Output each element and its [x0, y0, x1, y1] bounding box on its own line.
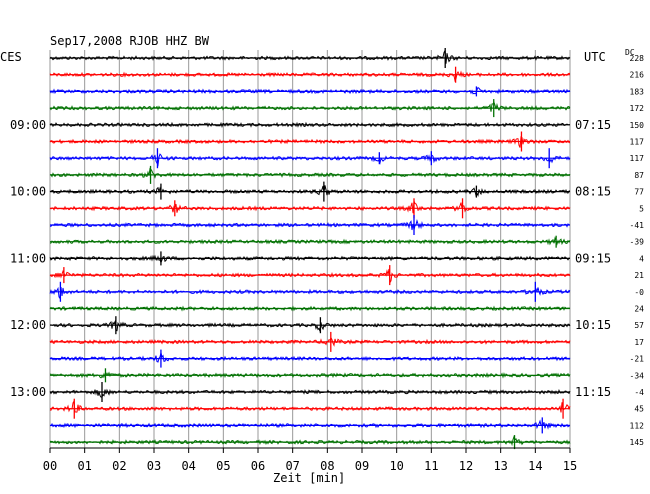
- dc-offset-label: 228: [630, 54, 645, 63]
- dc-offset-label: -34: [630, 371, 645, 380]
- dc-offset-label: -21: [630, 355, 645, 364]
- x-tick-label-05: 05: [216, 459, 230, 473]
- left-time-labels: 09:00 10:00 11:00 12:00 13:00: [10, 118, 46, 399]
- dc-offset-label: 145: [630, 438, 645, 447]
- chart-title: Sep17,2008 RJOB HHZ BW: [50, 34, 210, 48]
- trace-20: [49, 388, 571, 398]
- left-zone-label: CES: [0, 50, 22, 64]
- trace-5: [49, 136, 571, 148]
- x-tick-label-15: 15: [563, 459, 577, 473]
- x-tick-label-10: 10: [389, 459, 403, 473]
- x-tick-label-12: 12: [459, 459, 473, 473]
- dc-offset-label: 4: [639, 254, 644, 263]
- dc-offset-label: 87: [634, 171, 644, 180]
- dc-offset-label: -0: [634, 288, 644, 297]
- x-axis-label: Zeit [min]: [273, 471, 345, 485]
- x-tick-label-08: 08: [320, 459, 334, 473]
- dc-offset-label: 150: [630, 121, 645, 130]
- x-tick-label-01: 01: [77, 459, 91, 473]
- trace-18: [49, 352, 571, 363]
- traces: [49, 48, 571, 450]
- dc-offset-label: -41: [630, 221, 645, 230]
- x-axis: 00 01 02 03 04 05 06 07 08 09 10 11 12 13 14 15: [43, 447, 577, 473]
- trace-12: [49, 254, 570, 265]
- trace-16: [49, 319, 571, 332]
- trace-7: [49, 167, 571, 179]
- trace-6: [49, 153, 571, 167]
- trace-21: [49, 399, 571, 413]
- trace-1: [49, 70, 570, 83]
- x-tick-label-00: 00: [43, 459, 57, 473]
- right-time-label: 07:15: [575, 118, 611, 132]
- trace-8: [49, 185, 571, 198]
- x-tick-label-13: 13: [493, 459, 507, 473]
- dc-offset-label: 57: [634, 321, 644, 330]
- right-time-labels: 07:15 08:15 09:15 10:15 11:15: [575, 118, 611, 399]
- x-tick-label-06: 06: [251, 459, 265, 473]
- trace-15: [49, 305, 571, 312]
- dc-offset-label: -39: [630, 238, 645, 247]
- dc-offset-label: 5: [639, 204, 644, 213]
- dc-offset-label: 17: [634, 338, 644, 347]
- x-tick-label-09: 09: [355, 459, 369, 473]
- trace-9: [49, 200, 571, 214]
- dc-label: DC: [625, 48, 635, 57]
- dc-offset-label: 172: [630, 104, 645, 113]
- x-tick-label-02: 02: [112, 459, 126, 473]
- dc-offset-labels: 228 216 183 172 150 117 117 87 77 5 -41 -39 4 21 -0 24 5…: [630, 54, 645, 447]
- dc-offset-label: 24: [634, 305, 644, 314]
- x-tick-label-04: 04: [181, 459, 195, 473]
- dc-offset-label: 21: [634, 271, 644, 280]
- left-time-label: 10:00: [10, 185, 46, 199]
- trace-2: [49, 86, 571, 95]
- trace-14: [49, 286, 571, 300]
- right-time-label: 08:15: [575, 185, 611, 199]
- dc-offset-label: 112: [630, 421, 645, 430]
- left-time-label: 11:00: [10, 251, 46, 265]
- right-zone-label: UTC: [584, 50, 606, 64]
- x-tick-label-14: 14: [528, 459, 542, 473]
- trace-0: [49, 48, 571, 64]
- left-time-label: 13:00: [10, 385, 46, 399]
- x-tick-label-03: 03: [147, 459, 161, 473]
- trace-23: [49, 435, 571, 447]
- left-time-label: 09:00: [10, 118, 46, 132]
- x-tick-label-07: 07: [285, 459, 299, 473]
- trace-22: [49, 419, 571, 430]
- dc-offset-label: -4: [634, 388, 644, 397]
- dc-offset-label: 117: [630, 138, 645, 147]
- right-time-label: 11:15: [575, 385, 611, 399]
- dc-offset-label: 117: [630, 154, 645, 163]
- dc-offset-label: 45: [634, 405, 644, 414]
- right-time-label: 10:15: [575, 318, 611, 332]
- dc-offset-label: 216: [630, 71, 645, 80]
- right-time-label: 09:15: [575, 251, 611, 265]
- x-tick-label-11: 11: [424, 459, 438, 473]
- trace-3: [49, 101, 571, 112]
- left-time-label: 12:00: [10, 318, 46, 332]
- grid: [49, 50, 571, 448]
- dc-offset-label: 183: [630, 87, 645, 96]
- dc-offset-label: 77: [634, 188, 644, 197]
